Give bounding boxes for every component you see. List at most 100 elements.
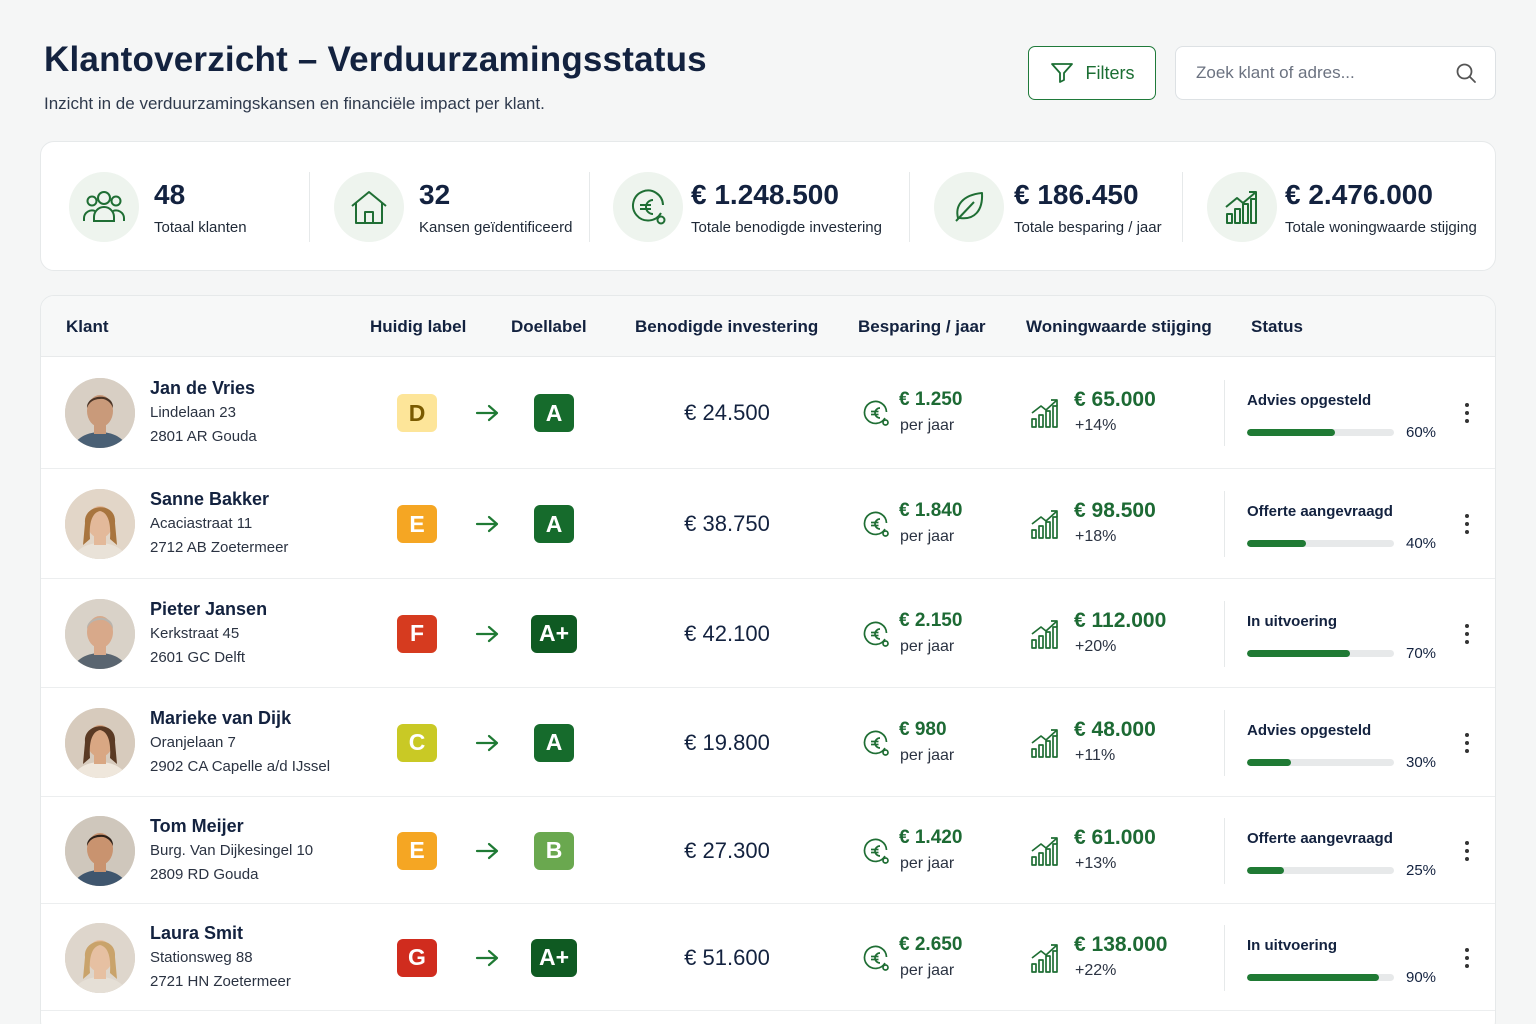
table-row[interactable]: Marieke van Dijk Oranjelaan 7 2902 CA Ca…	[41, 688, 1495, 797]
client-street: Lindelaan 23	[150, 404, 236, 421]
euro-savings-icon	[863, 511, 889, 537]
column-header-client[interactable]: Klant	[66, 317, 109, 336]
client-street: Acaciastraat 11	[150, 515, 253, 532]
table-row[interactable]: Laura Smit Stationsweg 88 2721 HN Zoeter…	[41, 904, 1495, 1011]
client-street: Oranjelaan 7	[150, 733, 236, 751]
more-options-icon[interactable]	[1457, 839, 1477, 863]
users-icon	[83, 191, 125, 222]
growth-chart-icon	[1031, 399, 1058, 428]
target-energy-label-badge: A+	[531, 614, 577, 653]
target-energy-label-badge: A	[534, 505, 574, 543]
table-row[interactable]: Tom Meijer Burg. Van Dijkesingel 10 2809…	[41, 797, 1495, 904]
client-name[interactable]: Laura Smit	[150, 922, 244, 943]
euro-savings-icon	[863, 838, 889, 864]
search-box	[1175, 46, 1496, 100]
divider	[1224, 600, 1225, 667]
table-row[interactable]: Jan de Vries Lindelaan 23 2801 AR Gouda …	[41, 357, 1495, 469]
savings-value: € 980	[899, 718, 947, 740]
client-city: 2601 GC Delft	[150, 648, 246, 666]
arrow-right-icon	[475, 515, 499, 533]
divider	[1224, 709, 1225, 776]
value-increase: € 112.000	[1074, 608, 1167, 632]
growth-chart-icon	[1031, 943, 1058, 973]
client-street: Kerkstraat 45	[150, 624, 240, 642]
column-header-current-label[interactable]: Huidig label	[370, 317, 467, 336]
progress-fill	[1247, 429, 1336, 436]
status-text: Offerte aangevraagd	[1247, 503, 1393, 520]
progress-fill	[1247, 649, 1350, 657]
divider	[1224, 380, 1225, 446]
more-options-icon[interactable]	[1457, 401, 1477, 425]
euro-savings-icon	[863, 730, 889, 756]
value-increase-percent: +18%	[1075, 528, 1117, 545]
client-city: 2712 AB Zoetermeer	[150, 539, 289, 556]
divider	[1224, 491, 1225, 557]
target-energy-label-badge: A	[534, 394, 574, 432]
progress-bar	[1247, 429, 1394, 436]
table-row[interactable]: Sanne Bakker Acaciastraat 11 2712 AB Zoe…	[41, 469, 1495, 579]
savings-period: per jaar	[900, 961, 955, 979]
stat-total-savings: € 186.450 Totale besparing / jaar	[934, 172, 1162, 242]
client-name[interactable]: Sanne Bakker	[150, 489, 270, 509]
value-increase: € 61.000	[1074, 825, 1156, 849]
value-increase-percent: +13%	[1075, 854, 1117, 872]
more-options-icon[interactable]	[1457, 512, 1477, 536]
stat-label: Totaal klanten	[154, 218, 247, 236]
client-name[interactable]: Jan de Vries	[150, 378, 256, 398]
progress-bar	[1247, 540, 1394, 547]
arrow-right-icon	[475, 842, 499, 859]
column-header-target-label[interactable]: Doellabel	[511, 317, 587, 336]
page-title: Klantoverzicht – Verduurzamingsstatus	[44, 40, 707, 79]
client-name[interactable]: Tom Meijer	[150, 815, 244, 836]
savings-value: € 2.150	[899, 609, 963, 631]
current-energy-label-badge: E	[397, 505, 437, 543]
investment-value: € 42.100	[684, 620, 770, 646]
euro-savings-icon	[863, 400, 889, 426]
stat-value: € 1.248.500	[691, 178, 839, 210]
search-icon[interactable]	[1455, 62, 1477, 84]
progress-bar	[1247, 649, 1394, 657]
house-icon	[351, 191, 387, 224]
stat-value: 32	[419, 178, 451, 210]
stat-label: Totale besparing / jaar	[1014, 218, 1162, 236]
savings-value: € 1.420	[899, 826, 963, 848]
column-header-savings[interactable]: Besparing / jaar	[858, 317, 986, 336]
savings-period: per jaar	[900, 528, 955, 545]
stat-label: Kansen geïdentificeerd	[419, 218, 573, 236]
more-options-icon[interactable]	[1457, 622, 1477, 646]
column-header-value-increase[interactable]: Woningwaarde stijging	[1026, 317, 1212, 336]
arrow-right-icon	[475, 404, 499, 422]
stat-value: € 2.476.000	[1285, 178, 1433, 210]
divider	[1182, 172, 1183, 242]
value-increase: € 48.000	[1074, 717, 1156, 741]
filter-icon	[1050, 63, 1073, 83]
current-energy-label-badge: G	[397, 938, 437, 977]
investment-value: € 38.750	[684, 511, 770, 536]
savings-period: per jaar	[900, 637, 955, 655]
progress-fill	[1247, 540, 1306, 547]
stat-total-value-increase: € 2.476.000 Totale woningwaarde stijging	[1207, 172, 1477, 242]
column-header-status[interactable]: Status	[1251, 317, 1303, 336]
more-options-icon[interactable]	[1457, 946, 1477, 970]
savings-value: € 1.250	[899, 389, 963, 410]
value-increase: € 138.000	[1074, 932, 1168, 956]
progress-percent: 90%	[1406, 968, 1437, 986]
client-city: 2801 AR Gouda	[150, 428, 257, 445]
growth-chart-icon	[1031, 728, 1058, 758]
status-text: Advies opgesteld	[1247, 392, 1372, 409]
divider	[309, 172, 310, 242]
column-header-investment[interactable]: Benodigde investering	[635, 317, 819, 336]
progress-bar	[1247, 973, 1394, 981]
filters-label: Filters	[1085, 62, 1135, 83]
more-options-icon[interactable]	[1457, 731, 1477, 755]
stat-value: € 186.450	[1014, 178, 1139, 210]
client-name[interactable]: Marieke van Dijk	[150, 707, 292, 728]
client-city: 2809 RD Gouda	[150, 865, 259, 883]
client-name[interactable]: Pieter Jansen	[150, 598, 268, 619]
progress-percent: 30%	[1406, 753, 1437, 771]
search-input[interactable]	[1196, 63, 1455, 83]
table-row[interactable]: Pieter Jansen Kerkstraat 45 2601 GC Delf…	[41, 579, 1495, 688]
client-city: 2721 HN Zoetermeer	[150, 972, 291, 990]
filters-button[interactable]: Filters	[1028, 46, 1156, 100]
stat-value: 48	[154, 178, 186, 210]
